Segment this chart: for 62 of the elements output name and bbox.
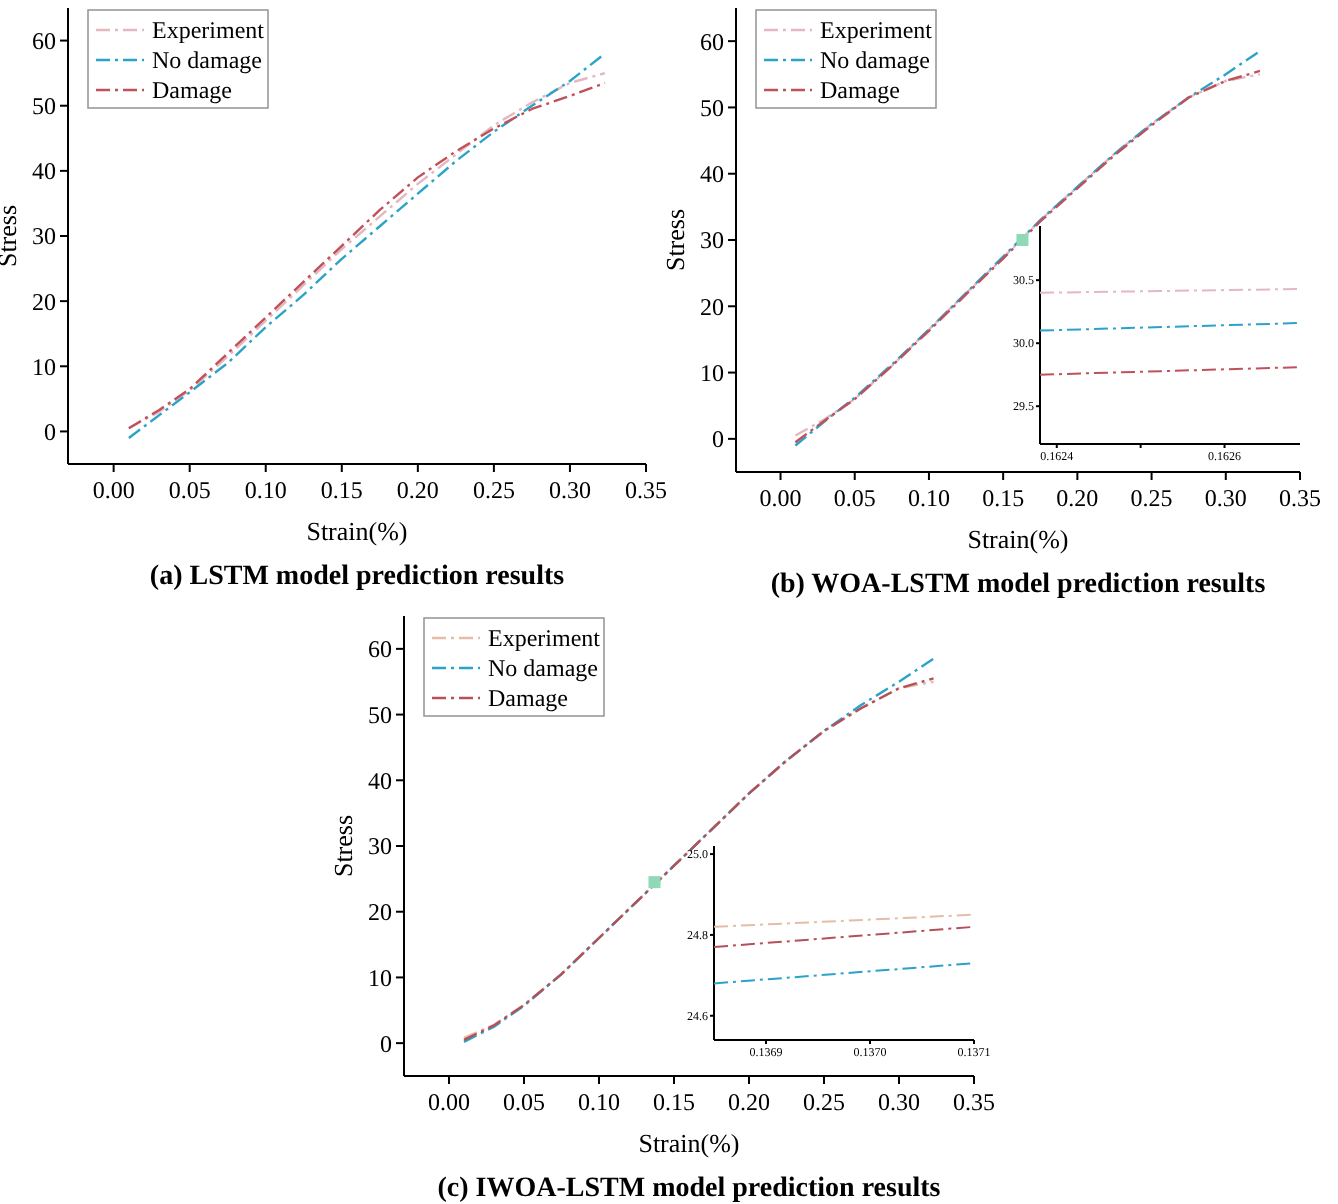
y-tick-label: 60 [700,27,724,56]
legend-label: No damage [820,46,930,75]
x-tick-label: 0.15 [653,1088,695,1116]
y-tick-label: 50 [32,92,56,121]
x-tick-label: 0.15 [320,476,363,504]
x-tick-label: 0.30 [548,476,591,504]
y-tick-label: 10 [368,963,392,992]
y-tick-label: 10 [700,358,724,387]
x-axis-title: Strain(%) [306,516,408,546]
text: (a) LSTM model prediction results [149,562,566,592]
legend-label: Damage [820,76,900,105]
y-tick-label: 50 [368,700,392,729]
y-tick-label: 40 [700,160,724,189]
legend-label: Experiment [488,624,602,653]
y-tick-label: 0 [44,417,56,446]
x-tick-label: 0.35 [953,1088,995,1116]
legend-label: Damage [152,76,232,105]
text: (b) WOA-LSTM model prediction results [770,570,1267,600]
x-tick-label: 0.30 [1204,484,1247,512]
y-tick-label: 50 [700,93,724,122]
y-tick-label: 60 [32,26,56,55]
y-tick-label: 20 [32,287,56,316]
x-tick-label: 0.00 [428,1088,470,1116]
y-tick-label: 30 [32,222,56,251]
x-tick-label: 0.20 [728,1088,770,1116]
x-tick-label: 0.05 [168,476,211,504]
x-tick-label: 0.25 [472,476,515,504]
y-tick-label: 60 [368,635,392,664]
x-tick-label: 0.10 [578,1088,620,1116]
x-tick-label: 0.00 [759,484,802,512]
x-tick-label: 0.25 [1130,484,1173,512]
x-axis-title: Strain(%) [638,1128,740,1158]
x-axis-title: Strain(%) [967,524,1069,554]
legend-label: Experiment [152,16,266,45]
y-tick-label: 40 [368,766,392,795]
x-tick-label: 0.05 [833,484,876,512]
y-axis-title: Stress [660,208,690,272]
legend-label: Experiment [820,16,934,45]
y-tick-label: 30 [700,226,724,255]
x-tick-label: 0.10 [244,476,287,504]
y-axis-title: Stress [328,814,358,878]
y-tick-label: 0 [380,1029,392,1058]
y-tick-label: 10 [32,352,56,381]
x-tick-label: 0.35 [625,476,667,504]
y-tick-label: 0 [712,425,724,454]
x-tick-label: 0.25 [803,1088,845,1116]
x-tick-label: 0.20 [396,476,439,504]
legend-label: Damage [488,684,568,713]
y-tick-label: 20 [368,898,392,927]
text: (c) IWOA-LSTM model prediction results [437,1174,942,1204]
x-tick-label: 0.30 [878,1088,920,1116]
x-tick-label: 0.10 [907,484,950,512]
legend-label: No damage [488,654,598,683]
x-tick-label: 0.20 [1056,484,1099,512]
y-tick-label: 40 [32,157,56,186]
x-tick-label: 0.05 [503,1088,545,1116]
legend-label: No damage [152,46,262,75]
x-tick-label: 0.15 [982,484,1025,512]
y-tick-label: 20 [700,292,724,321]
y-tick-label: 30 [368,832,392,861]
x-tick-label: 0.35 [1279,484,1321,512]
x-tick-label: 0.00 [92,476,135,504]
